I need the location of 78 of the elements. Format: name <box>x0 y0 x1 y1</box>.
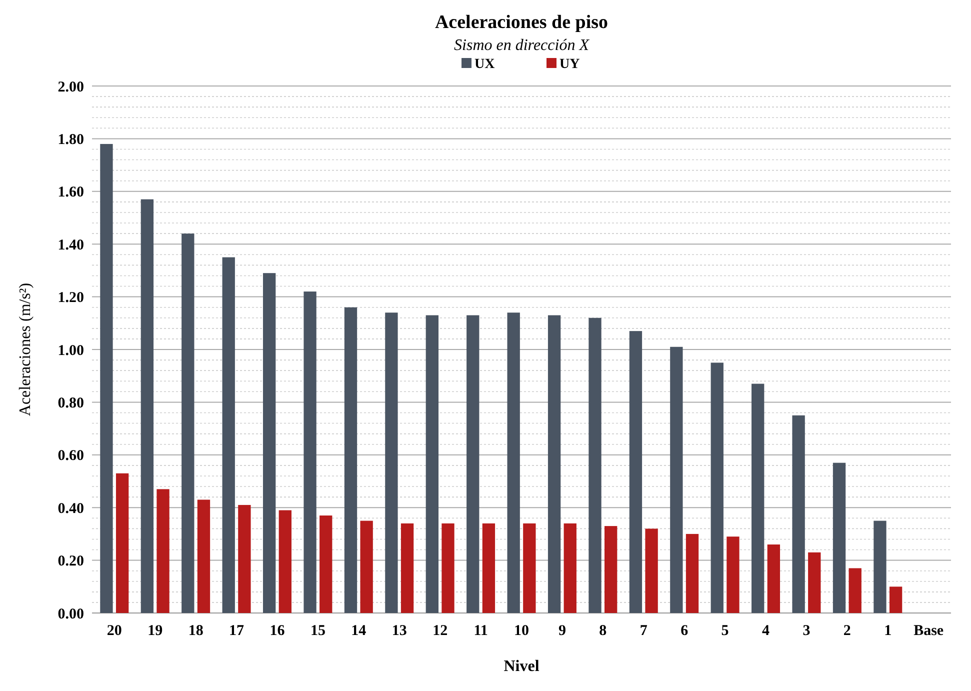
bar <box>344 307 358 613</box>
chart-title: Aceleraciones de piso <box>434 12 608 33</box>
x-tick-label: 17 <box>229 623 245 639</box>
bar <box>848 568 862 613</box>
bar <box>752 384 764 613</box>
bar <box>832 462 846 613</box>
x-tick-label: 3 <box>802 623 810 639</box>
y-tick-label: 1.80 <box>58 132 84 148</box>
bar <box>889 586 902 613</box>
x-tick-label: 12 <box>432 623 448 639</box>
x-tick-label: 13 <box>392 623 407 639</box>
bar <box>726 536 740 613</box>
y-tick-label: 0.00 <box>58 606 84 622</box>
y-tick-label: 1.60 <box>58 184 84 201</box>
bar <box>385 312 398 613</box>
x-tick-label: 9 <box>558 623 566 639</box>
y-tick-label: 0.60 <box>58 448 84 464</box>
bar <box>238 504 251 613</box>
bar <box>645 528 658 613</box>
x-tick-label: 19 <box>148 623 163 639</box>
x-tick-label: 6 <box>680 623 689 639</box>
bar <box>222 257 235 613</box>
bar <box>320 516 332 613</box>
bar <box>262 273 276 613</box>
bar <box>564 523 576 613</box>
x-tick-label: 15 <box>310 623 326 639</box>
bar <box>710 362 724 613</box>
x-tick-label: 18 <box>188 623 204 639</box>
x-tick-label: 20 <box>106 623 122 639</box>
bar <box>792 415 805 613</box>
y-tick-label: 1.40 <box>58 237 84 254</box>
y-axis-title: Aceleraciones (m/s²) <box>17 282 34 416</box>
y-tick-label: 1.20 <box>58 290 84 306</box>
x-tick-label: 14 <box>351 623 367 639</box>
y-tick-label: 2.00 <box>58 79 84 96</box>
bar <box>482 523 496 613</box>
bar <box>156 489 170 613</box>
bar <box>400 523 414 613</box>
bar <box>442 523 454 613</box>
bar <box>874 520 886 613</box>
bar <box>304 292 316 613</box>
bar <box>686 534 699 613</box>
bar <box>100 144 113 613</box>
bar <box>466 315 480 613</box>
bar <box>767 544 780 613</box>
x-tick-label: 16 <box>270 623 286 639</box>
x-tick-label: 10 <box>514 623 529 639</box>
x-tick-label: 8 <box>599 623 607 639</box>
y-tick-label: 0.20 <box>58 554 84 570</box>
bar <box>182 234 194 613</box>
bar <box>360 520 373 613</box>
bar <box>140 199 154 613</box>
bar <box>808 552 821 613</box>
y-tick-label: 0.80 <box>58 395 84 412</box>
bar <box>588 318 602 613</box>
bar <box>507 312 520 613</box>
bar <box>426 315 438 613</box>
bar <box>548 315 561 613</box>
bar <box>629 331 642 613</box>
y-tick-label: 0.40 <box>58 500 84 517</box>
bar <box>670 346 683 613</box>
legend-label: UY <box>560 57 580 72</box>
x-tick-label: 2 <box>843 623 851 639</box>
x-tick-label: Base <box>914 623 944 639</box>
legend-label: UX <box>474 57 495 72</box>
y-tick-label: 1.00 <box>58 342 84 359</box>
x-tick-label: 5 <box>721 623 729 639</box>
bar <box>116 473 129 613</box>
bar <box>278 510 292 613</box>
bar <box>197 500 210 613</box>
chart-subtitle: Sismo en dirección X <box>454 37 590 54</box>
x-axis-title: Nivel <box>504 658 540 675</box>
bar <box>604 526 618 613</box>
bar <box>523 523 536 613</box>
x-tick-label: 7 <box>640 623 648 639</box>
x-tick-label: 11 <box>474 623 488 639</box>
x-tick-label: 4 <box>762 623 770 639</box>
x-tick-label: 1 <box>884 623 892 639</box>
